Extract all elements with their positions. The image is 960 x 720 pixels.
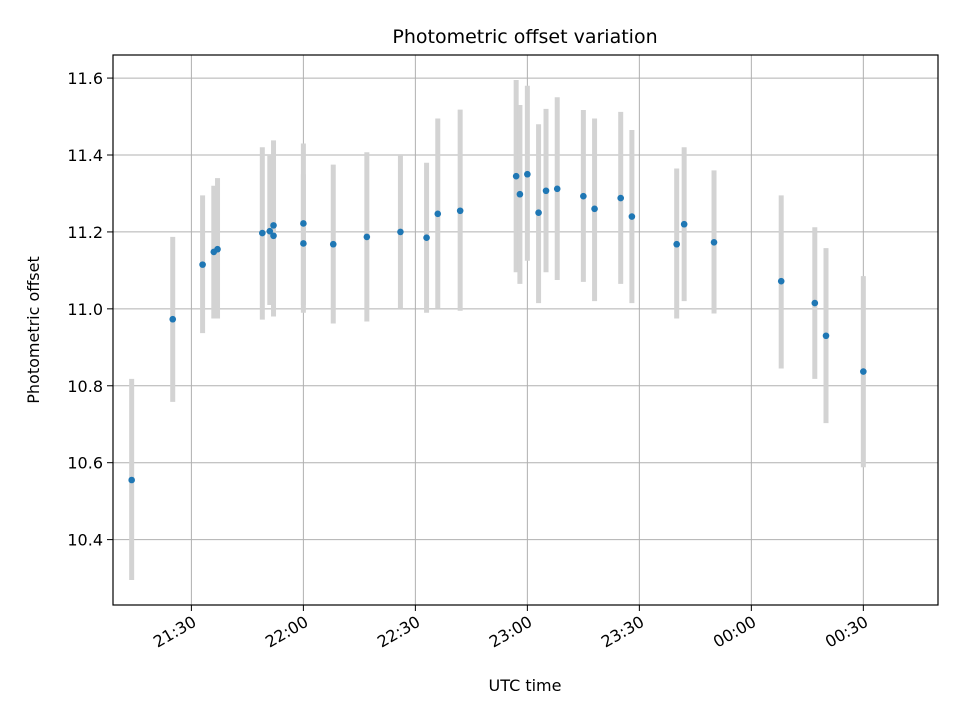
data-point (270, 232, 277, 240)
data-point (580, 192, 587, 200)
data-point (542, 187, 550, 195)
data-point (456, 207, 464, 215)
data-point (199, 261, 206, 268)
data-point (617, 194, 624, 202)
data-point (524, 170, 531, 178)
y-tick-label: 11.6 (67, 69, 103, 88)
data-point (710, 239, 718, 246)
data-point (270, 222, 277, 229)
y-tick-label: 11.0 (67, 300, 103, 319)
data-point (512, 172, 520, 180)
data-point (300, 240, 307, 247)
y-tick-label: 11.4 (67, 146, 103, 165)
y-tick-label: 11.2 (67, 223, 103, 242)
y-tick-label: 10.4 (67, 531, 103, 550)
y-axis-ticks: 10.4 10.6 10.8 11.0 11.2 11.4 11.6 (67, 69, 113, 550)
data-point (673, 240, 680, 248)
data-point (363, 233, 371, 241)
data-point (822, 332, 830, 340)
data-point (628, 213, 636, 220)
data-point (680, 220, 688, 228)
data-point (214, 245, 221, 253)
data-point (329, 240, 337, 248)
data-point (811, 299, 819, 307)
data-point (259, 229, 266, 237)
data-point (169, 315, 177, 323)
data-points (128, 170, 867, 484)
data-point (266, 227, 274, 235)
data-point (535, 209, 542, 216)
data-point (777, 277, 785, 285)
data-point (300, 220, 307, 227)
y-axis-label: Photometric offset (24, 256, 43, 404)
data-point (860, 368, 867, 375)
data-point (397, 228, 404, 236)
x-axis-label: UTC time (489, 676, 562, 695)
data-point (516, 190, 524, 198)
data-point (591, 205, 598, 213)
plot-frame (112, 54, 939, 606)
y-tick-label: 10.8 (67, 377, 103, 396)
data-point (423, 234, 430, 241)
chart-title: Photometric offset variation (392, 26, 657, 48)
data-point (128, 476, 135, 484)
data-point (434, 210, 442, 218)
grid-lines (113, 55, 938, 605)
y-tick-label: 10.6 (67, 454, 103, 473)
data-point (553, 185, 561, 193)
